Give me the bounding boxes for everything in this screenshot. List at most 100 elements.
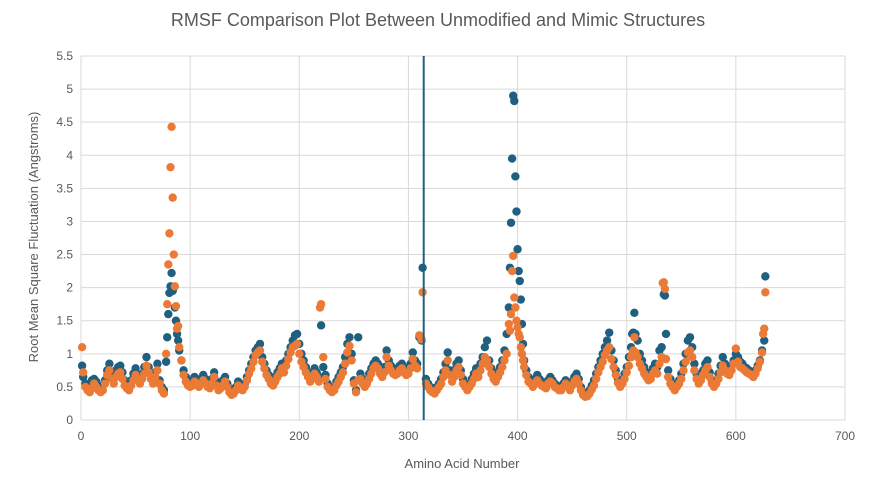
data-point-series-a bbox=[630, 308, 639, 317]
data-point-series-a bbox=[506, 218, 516, 227]
data-point-series-b bbox=[484, 362, 494, 372]
data-point-series-a bbox=[418, 263, 427, 272]
data-point-series-a bbox=[482, 336, 492, 345]
data-point-series-b bbox=[476, 366, 485, 375]
data-point-series-a bbox=[480, 343, 490, 352]
data-point-series-b bbox=[705, 372, 714, 382]
data-point-series-a bbox=[382, 346, 391, 355]
data-point-series-b bbox=[703, 362, 712, 372]
data-point-series-a bbox=[164, 309, 173, 319]
data-point-series-b bbox=[249, 357, 258, 366]
data-point-series-b bbox=[351, 388, 361, 397]
y-tick-label: 4 bbox=[66, 148, 73, 162]
x-tick-label: 700 bbox=[835, 429, 855, 443]
data-point-series-b bbox=[382, 352, 391, 362]
data-point-series-b bbox=[347, 356, 356, 365]
data-point-series-b bbox=[418, 288, 427, 297]
data-point-series-b bbox=[161, 349, 171, 359]
data-point-series-a bbox=[661, 329, 671, 339]
data-point-series-b bbox=[690, 366, 699, 375]
data-point-series-b bbox=[109, 379, 118, 388]
data-point-series-b bbox=[663, 372, 673, 382]
data-point-series-b bbox=[611, 370, 620, 380]
data-point-series-b bbox=[118, 374, 127, 384]
data-point-series-b bbox=[316, 299, 326, 309]
data-point-series-b bbox=[343, 348, 352, 357]
data-point-series-b bbox=[513, 323, 522, 332]
data-point-series-b bbox=[142, 361, 151, 370]
data-point-series-a bbox=[657, 343, 666, 352]
gridlines bbox=[80, 55, 846, 421]
data-point-series-b bbox=[515, 333, 524, 342]
y-tick-label: 0 bbox=[66, 413, 73, 427]
data-point-series-a bbox=[602, 336, 612, 345]
data-point-series-b bbox=[247, 364, 256, 373]
data-point-series-b bbox=[519, 362, 529, 372]
data-point-series-b bbox=[292, 339, 302, 349]
x-tick-label: 300 bbox=[398, 429, 418, 443]
data-point-series-b bbox=[510, 293, 519, 302]
data-point-series-b bbox=[167, 122, 176, 132]
data-point-series-b bbox=[518, 356, 528, 365]
data-point-series-b bbox=[338, 368, 348, 377]
data-point-series-b bbox=[681, 357, 690, 366]
data-point-series-a bbox=[685, 333, 695, 342]
y-tick-label: 4.5 bbox=[56, 115, 73, 129]
x-tick-label: 600 bbox=[726, 429, 746, 443]
y-axis-title: Root Mean Square Fluctuation (Angstroms) bbox=[26, 112, 41, 363]
data-point-series-b bbox=[319, 352, 328, 362]
data-point-series-a bbox=[511, 172, 520, 181]
y-tick-label: 2.5 bbox=[56, 248, 73, 262]
y-tick-label: 5 bbox=[66, 82, 73, 96]
data-point-series-a bbox=[443, 348, 452, 357]
data-point-series-b bbox=[502, 349, 511, 359]
data-point-series-a bbox=[131, 364, 140, 373]
data-point-series-b bbox=[589, 381, 599, 390]
data-point-series-b bbox=[760, 324, 769, 333]
data-point-series-b bbox=[511, 303, 520, 312]
data-point-series-a bbox=[167, 268, 176, 278]
data-point-series-b bbox=[591, 374, 601, 384]
data-point-series-a bbox=[718, 352, 727, 362]
data-point-series-b bbox=[255, 346, 265, 355]
y-tick-label: 3.5 bbox=[56, 181, 73, 195]
data-point-series-a bbox=[510, 96, 519, 106]
data-point-series-b bbox=[242, 376, 252, 385]
data-point-series-a bbox=[105, 359, 114, 368]
data-point-series-a bbox=[514, 266, 523, 276]
data-point-series-a bbox=[605, 328, 614, 337]
x-tick-label: 200 bbox=[289, 429, 309, 443]
data-point-series-b bbox=[170, 282, 180, 291]
data-point-series-b bbox=[240, 382, 249, 392]
data-point-series-a bbox=[512, 207, 521, 216]
data-point-series-b bbox=[260, 364, 269, 373]
data-point-series-b bbox=[500, 356, 509, 365]
data-point-series-b bbox=[620, 374, 629, 384]
data-point-series-b bbox=[173, 321, 183, 331]
y-tick-label: 1 bbox=[66, 347, 73, 361]
data-point-series-a bbox=[173, 336, 183, 345]
data-point-series-b bbox=[380, 368, 389, 377]
data-point-series-b bbox=[177, 356, 186, 365]
axes: 0 0.5 1 1.5 2 2.5 3 3.5 4 4.5 5 5.5 0 100 200 300 400 500… bbox=[56, 49, 855, 443]
data-point-series-b bbox=[153, 366, 162, 375]
data-point-series-b bbox=[321, 374, 330, 384]
data-point-series-b bbox=[175, 343, 184, 352]
data-point-series-b bbox=[622, 368, 631, 377]
data-point-series-a bbox=[161, 357, 171, 366]
data-point-series-b bbox=[165, 229, 174, 238]
data-point-series-a bbox=[163, 333, 172, 342]
data-point-series-a bbox=[255, 339, 265, 349]
data-point-series-b bbox=[679, 366, 688, 375]
data-point-series-b bbox=[512, 316, 521, 325]
data-point-series-b bbox=[505, 326, 515, 335]
data-point-series-b bbox=[456, 370, 466, 380]
data-point-series-b bbox=[522, 370, 531, 380]
x-tick-label: 100 bbox=[180, 429, 200, 443]
data-point-series-b bbox=[408, 354, 417, 364]
data-point-series-b bbox=[660, 284, 670, 294]
data-point-series-b bbox=[345, 341, 354, 351]
data-point-series-b bbox=[148, 379, 158, 388]
data-point-series-b bbox=[155, 379, 164, 388]
